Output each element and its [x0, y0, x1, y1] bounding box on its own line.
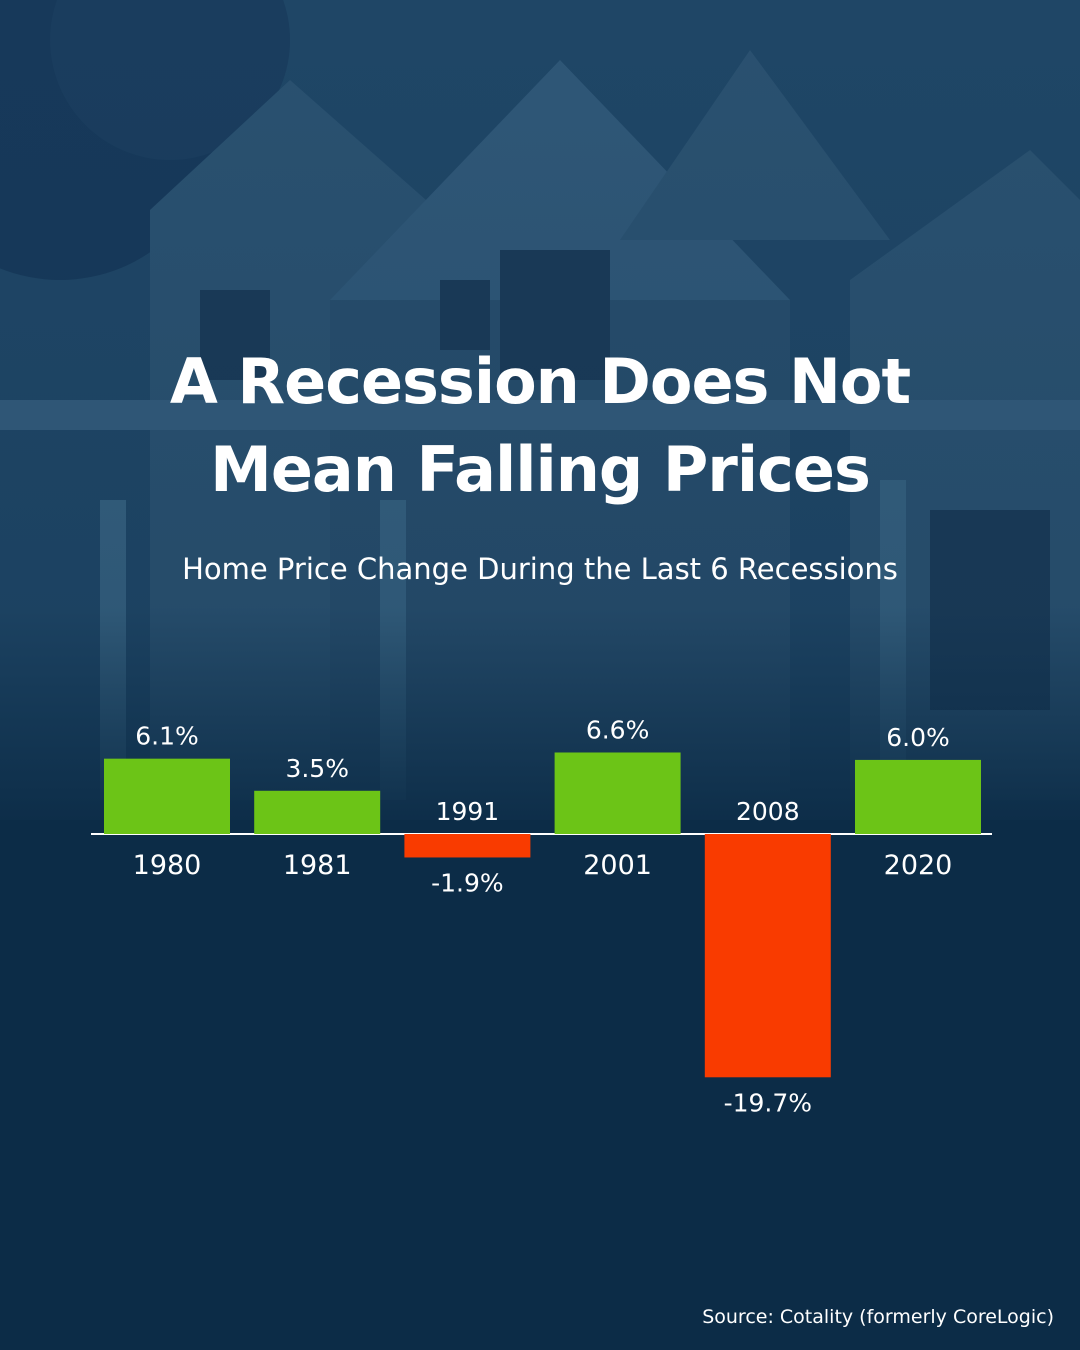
data-label-2008: -19.7%	[724, 1088, 812, 1117]
bar-2001	[554, 752, 681, 834]
chart-subtitle: Home Price Change During the Last 6 Rece…	[182, 552, 898, 586]
data-label-1980: 6.1%	[135, 722, 199, 751]
data-label-2020: 6.0%	[886, 723, 950, 752]
title-line-1: A Recession Does Not	[169, 345, 911, 418]
category-label-2020: 2020	[884, 850, 953, 881]
data-label-1981: 3.5%	[285, 754, 349, 783]
bar-1991	[404, 834, 531, 858]
bar-2008	[704, 834, 831, 1078]
bar-1980	[104, 758, 230, 834]
bar-2020	[855, 759, 981, 834]
data-label-2001: 6.6%	[586, 715, 650, 744]
category-label-2008: 2008	[736, 797, 800, 826]
bar-1981	[254, 790, 381, 834]
source-citation: Source: Cotality (formerly CoreLogic)	[702, 1306, 1054, 1328]
category-label-1980: 1980	[133, 850, 202, 881]
category-label-1981: 1981	[283, 850, 352, 881]
category-label-2001: 2001	[583, 850, 652, 881]
title-line-2: Mean Falling Prices	[210, 433, 871, 506]
category-label-1991: 1991	[436, 797, 500, 826]
page-title: A Recession Does Not Mean Falling Prices	[0, 338, 1080, 514]
data-label-1991: -1.9%	[431, 868, 504, 897]
